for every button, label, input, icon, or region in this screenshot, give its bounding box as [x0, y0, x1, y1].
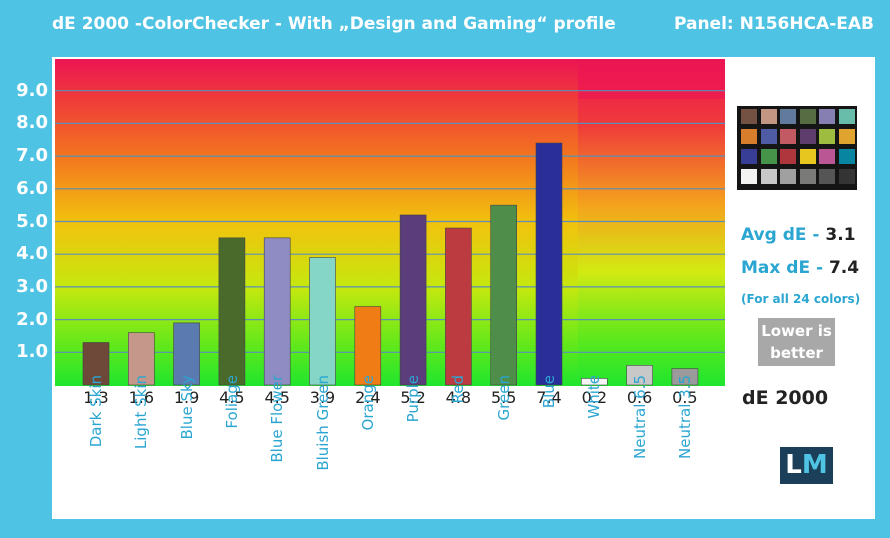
category-label: Blue Sky	[177, 375, 196, 440]
y-tick-label: 5.0	[16, 210, 48, 232]
colorchecker-chart-image	[737, 106, 857, 190]
avg-de: Avg dE - 3.1	[741, 225, 856, 245]
category-label: Red	[449, 375, 468, 404]
colorchecker-swatch	[780, 129, 796, 144]
colorchecker-swatch	[741, 109, 757, 124]
y-tick-label: 2.0	[16, 308, 48, 330]
colorchecker-swatch	[741, 129, 757, 144]
y-tick-label: 4.0	[16, 243, 48, 265]
y-tick-label: 9.0	[16, 79, 48, 101]
max-de-label: Max dE -	[741, 258, 829, 278]
colorchecker-swatch	[819, 149, 835, 164]
category-label: Light Skin	[132, 375, 151, 450]
colorchecker-swatch	[819, 169, 835, 184]
bar-neutral-3-5	[671, 368, 699, 386]
category-label: Blue	[540, 375, 558, 409]
bar-purple	[399, 214, 427, 386]
category-label: Bluish Green	[313, 375, 332, 471]
max-de-value: 7.4	[828, 258, 860, 278]
colorchecker-swatch	[799, 169, 816, 184]
colors-note: (For all 24 colors)	[741, 292, 861, 306]
bar-value-label: 0.6	[626, 388, 653, 407]
bar-value-label: 4.5	[264, 388, 290, 407]
panel-label: Panel: N156HCA-EAB	[673, 14, 874, 34]
bar-white	[580, 378, 608, 386]
lower-is-better-badge: Lower is better	[758, 318, 835, 366]
bar-value-label: 4.8	[445, 388, 472, 407]
colorchecker-swatch	[760, 149, 777, 164]
y-tick-label: 1.0	[16, 341, 48, 363]
category-label: Blue Flower	[268, 375, 287, 463]
category-label: Dark Skin	[87, 375, 105, 448]
colorchecker-swatch	[760, 129, 777, 144]
bar-value-label: 1.9	[173, 388, 200, 407]
colorchecker-swatch	[780, 149, 796, 164]
bar-value-label: 2.4	[355, 388, 381, 407]
bar-neutral-6-5	[626, 365, 653, 386]
logo-m: M	[801, 450, 828, 480]
logo-l: L	[785, 450, 802, 480]
y-tick-label: 7.0	[16, 145, 48, 167]
bar-blue-sky	[173, 322, 200, 386]
colorchecker-swatch	[741, 149, 757, 164]
bar-foliage	[218, 237, 246, 386]
badge-line-1: Lower is	[761, 322, 832, 340]
bar-red	[445, 227, 472, 386]
bar-blue	[535, 142, 563, 386]
category-label: Orange	[358, 375, 377, 431]
avg-de-value: 3.1	[825, 225, 856, 245]
colorchecker-swatch	[760, 109, 777, 124]
y-tick-label: 3.0	[16, 275, 48, 297]
colorchecker-swatch	[741, 169, 757, 184]
max-de: Max dE - 7.4	[741, 258, 859, 278]
bar-bluish-green	[309, 257, 336, 386]
bar-green	[490, 204, 518, 386]
colorchecker-swatch	[799, 109, 816, 124]
colorchecker-swatch	[819, 109, 835, 124]
bar-value-label: 0.5	[672, 388, 698, 407]
bar-value-label: 0.2	[581, 388, 608, 407]
category-label: Neutral 3.5	[675, 375, 694, 459]
chart-plot	[55, 59, 725, 386]
colorchecker-swatch	[838, 129, 855, 144]
bar-value-label: 7.4	[536, 388, 562, 407]
colorchecker-swatch	[780, 109, 796, 124]
bar-value-label: 5.5	[490, 388, 517, 407]
y-tick-label: 8.0	[16, 112, 48, 134]
category-label: White	[585, 375, 604, 419]
colorchecker-swatch	[819, 129, 835, 144]
category-label: Green	[494, 375, 513, 421]
bar-blue-flower	[263, 237, 291, 386]
bar-value-label: 4.5	[219, 388, 245, 407]
colorchecker-swatch	[780, 169, 796, 184]
colorchecker-swatch	[799, 129, 816, 144]
laptopmedia-logo: LM	[780, 447, 833, 484]
bar-value-label: 5.2	[400, 388, 426, 407]
bar-light-skin	[128, 332, 155, 386]
bar-dark-skin	[82, 342, 110, 386]
bar-value-label: 1.6	[128, 388, 155, 407]
category-label: Foliage	[222, 375, 241, 429]
colorchecker-swatch	[838, 149, 855, 164]
bar-orange	[354, 306, 382, 386]
colorchecker-swatch	[760, 169, 777, 184]
y-tick-label: 6.0	[16, 177, 48, 199]
avg-de-label: Avg dE -	[741, 225, 826, 245]
colorchecker-swatch	[838, 109, 855, 124]
bar-value-label: 3.9	[309, 388, 336, 407]
colorchecker-swatch	[838, 169, 855, 184]
bar-value-label: 1.3	[83, 388, 109, 407]
category-label: Purple	[404, 375, 423, 423]
badge-line-2: better	[770, 344, 823, 362]
category-label: Neutral 6.5	[630, 375, 649, 459]
chart-title: dE 2000 -ColorChecker - With „Design and…	[52, 14, 616, 34]
metric-label: dE 2000	[742, 387, 829, 409]
colorchecker-swatch	[799, 149, 816, 164]
